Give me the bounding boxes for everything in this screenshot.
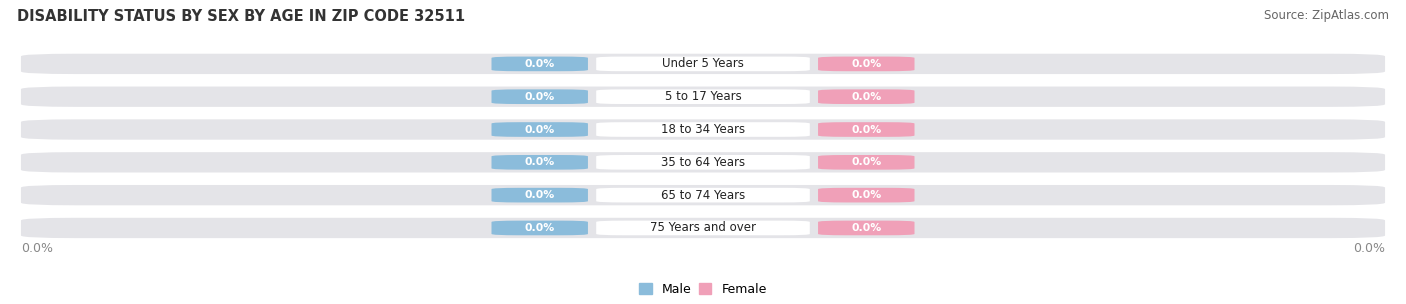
Text: 0.0%: 0.0%	[524, 190, 555, 200]
FancyBboxPatch shape	[21, 185, 1385, 205]
FancyBboxPatch shape	[596, 155, 810, 170]
FancyBboxPatch shape	[818, 122, 914, 137]
Text: DISABILITY STATUS BY SEX BY AGE IN ZIP CODE 32511: DISABILITY STATUS BY SEX BY AGE IN ZIP C…	[17, 9, 465, 24]
Text: 0.0%: 0.0%	[851, 157, 882, 167]
FancyBboxPatch shape	[21, 119, 1385, 140]
FancyBboxPatch shape	[596, 188, 810, 202]
Text: 0.0%: 0.0%	[524, 157, 555, 167]
Legend: Male, Female: Male, Female	[634, 278, 772, 301]
Text: 65 to 74 Years: 65 to 74 Years	[661, 189, 745, 202]
Text: 0.0%: 0.0%	[524, 223, 555, 233]
FancyBboxPatch shape	[492, 57, 588, 71]
Text: 18 to 34 Years: 18 to 34 Years	[661, 123, 745, 136]
Text: 0.0%: 0.0%	[851, 190, 882, 200]
FancyBboxPatch shape	[21, 54, 1385, 74]
Text: Source: ZipAtlas.com: Source: ZipAtlas.com	[1264, 9, 1389, 22]
FancyBboxPatch shape	[596, 221, 810, 235]
FancyBboxPatch shape	[492, 188, 588, 202]
FancyBboxPatch shape	[596, 57, 810, 71]
Text: 0.0%: 0.0%	[851, 92, 882, 102]
FancyBboxPatch shape	[492, 89, 588, 104]
FancyBboxPatch shape	[818, 188, 914, 202]
Text: 0.0%: 0.0%	[524, 125, 555, 134]
Text: 0.0%: 0.0%	[851, 125, 882, 134]
FancyBboxPatch shape	[492, 155, 588, 170]
FancyBboxPatch shape	[818, 57, 914, 71]
FancyBboxPatch shape	[818, 155, 914, 170]
Text: 75 Years and over: 75 Years and over	[650, 221, 756, 234]
Text: 0.0%: 0.0%	[524, 92, 555, 102]
FancyBboxPatch shape	[492, 122, 588, 137]
FancyBboxPatch shape	[596, 89, 810, 104]
Text: 0.0%: 0.0%	[21, 242, 53, 255]
FancyBboxPatch shape	[21, 87, 1385, 107]
FancyBboxPatch shape	[492, 221, 588, 235]
Text: 0.0%: 0.0%	[851, 59, 882, 69]
Text: 35 to 64 Years: 35 to 64 Years	[661, 156, 745, 169]
FancyBboxPatch shape	[21, 152, 1385, 172]
FancyBboxPatch shape	[596, 122, 810, 137]
Text: Under 5 Years: Under 5 Years	[662, 57, 744, 71]
FancyBboxPatch shape	[818, 221, 914, 235]
Text: 0.0%: 0.0%	[524, 59, 555, 69]
FancyBboxPatch shape	[818, 89, 914, 104]
FancyBboxPatch shape	[21, 218, 1385, 238]
Text: 5 to 17 Years: 5 to 17 Years	[665, 90, 741, 103]
Text: 0.0%: 0.0%	[1353, 242, 1385, 255]
Text: 0.0%: 0.0%	[851, 223, 882, 233]
